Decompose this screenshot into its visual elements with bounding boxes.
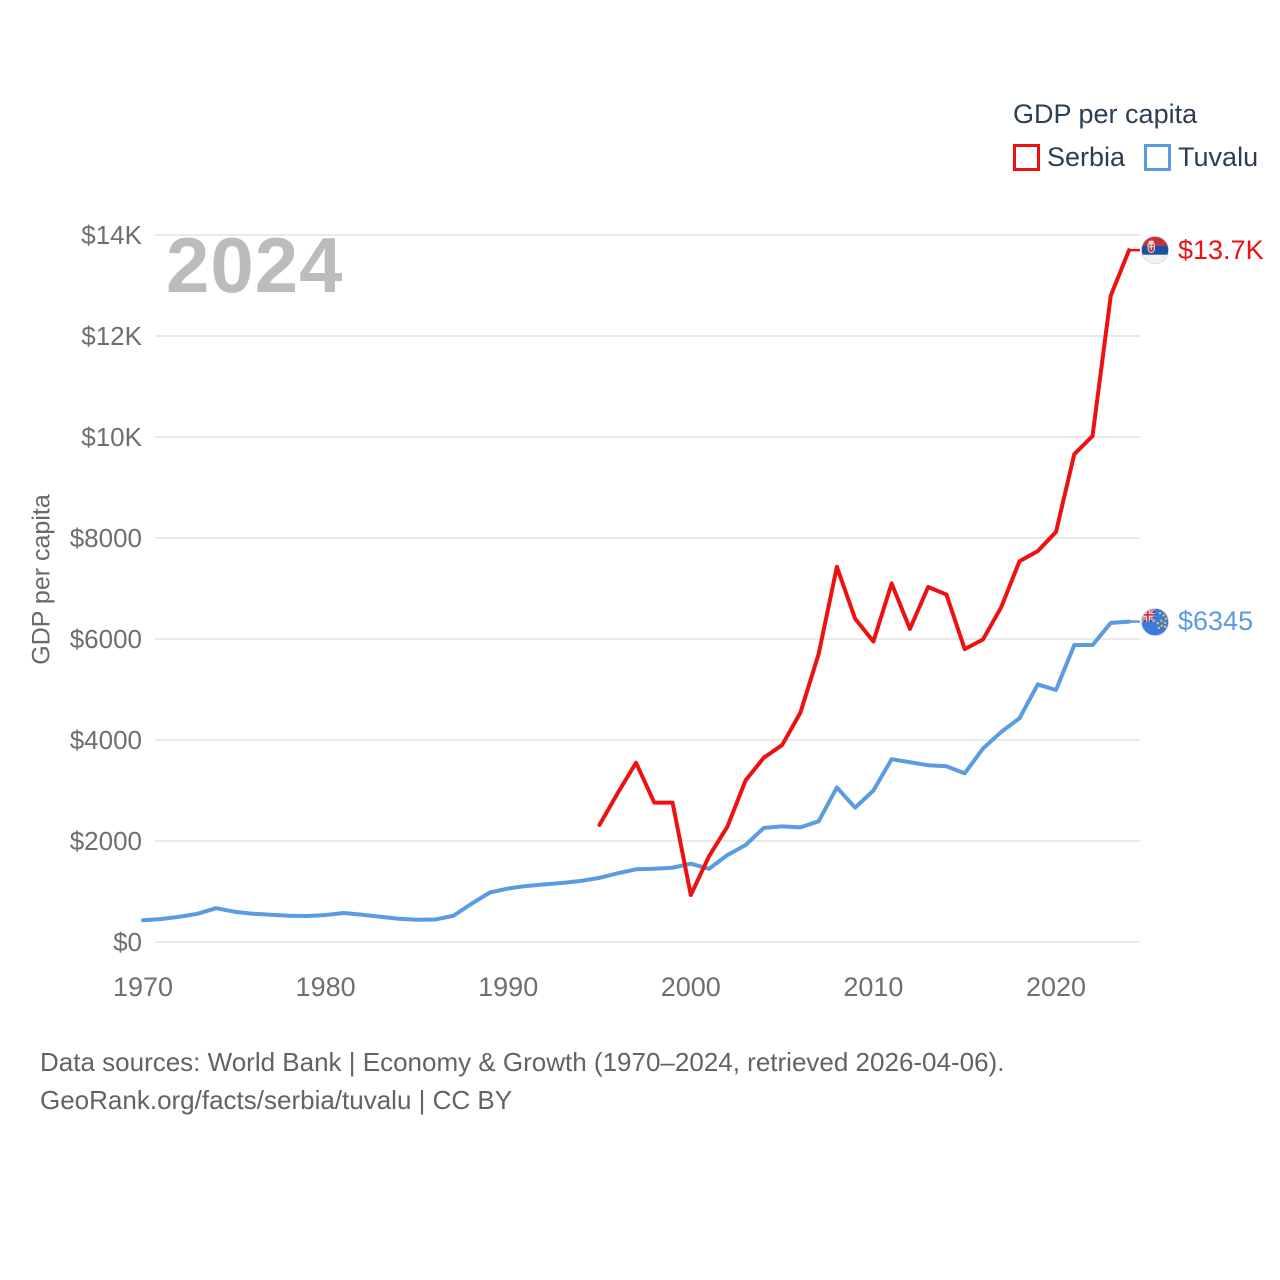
y-axis-ticks: $0 $2000 $4000 $6000 $8000 $10K $12K $14K xyxy=(0,0,142,1280)
attribution: Data sources: World Bank | Economy & Gro… xyxy=(40,1043,1004,1119)
legend-label-serbia: Serbia xyxy=(1047,142,1126,172)
data-sources-line: Data sources: World Bank | Economy & Gro… xyxy=(40,1047,1005,1077)
y-tick-label: $4000 xyxy=(69,725,142,755)
y-tick-label: $12K xyxy=(81,321,142,351)
x-tick-label: 1990 xyxy=(478,972,539,1002)
y-tick-label: $10K xyxy=(81,422,142,452)
tuvalu-swatch-icon xyxy=(1144,144,1172,171)
x-tick-label: 2010 xyxy=(843,972,904,1002)
series-line-tuvalu xyxy=(141,619,1132,923)
y-tick-label: $0 xyxy=(113,927,142,957)
y-tick-label: $6000 xyxy=(69,624,142,654)
y-tick-label: $8000 xyxy=(69,523,142,553)
legend-item-tuvalu[interactable]: Tuvalu xyxy=(1144,142,1258,173)
tuvalu-end-label: $6345 xyxy=(1141,606,1254,637)
legend: GDP per capita Serbia Tuvalu xyxy=(1013,99,1258,173)
x-tick-label: 1980 xyxy=(295,972,356,1002)
year-watermark: 2024 xyxy=(166,221,344,309)
y-tick-label: $14K xyxy=(81,220,142,250)
y-axis-title: GDP per capita xyxy=(27,494,56,665)
serbia-flag-icon xyxy=(1141,236,1169,265)
source-url-line: GeoRank.org/facts/serbia/tuvalu | CC BY xyxy=(40,1085,513,1115)
tuvalu-end-value: $6345 xyxy=(1178,606,1254,637)
x-tick-label: 2000 xyxy=(660,972,721,1002)
legend-label-tuvalu: Tuvalu xyxy=(1178,142,1259,172)
y-tick-label: $2000 xyxy=(69,826,142,856)
serbia-swatch-icon xyxy=(1013,144,1040,171)
legend-row: Serbia Tuvalu xyxy=(1013,142,1258,173)
x-tick-label: 1970 xyxy=(112,972,174,1002)
legend-item-serbia[interactable]: Serbia xyxy=(1013,142,1125,173)
x-tick-label: 2020 xyxy=(1025,972,1087,1002)
legend-title: GDP per capita xyxy=(1013,99,1198,129)
series-line-serbia xyxy=(597,248,1132,898)
serbia-end-label: $13.7K xyxy=(1141,234,1264,265)
tuvalu-flag-icon xyxy=(1141,607,1169,636)
serbia-end-value: $13.7K xyxy=(1178,234,1264,265)
